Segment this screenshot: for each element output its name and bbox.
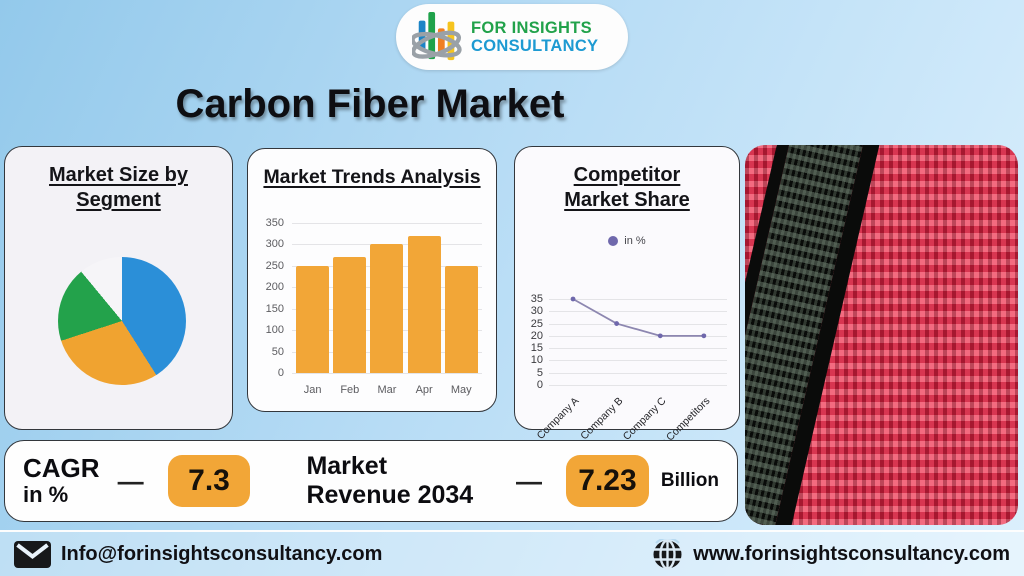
line-series: [570, 296, 707, 339]
carbon-fiber-image: [745, 145, 1018, 525]
gridline: [549, 360, 727, 362]
line-chart-x-axis: Company A Company B Company C Other Competi…: [535, 387, 727, 464]
ytick: 300: [265, 238, 284, 251]
footer-bar: Info@forinsightsconsultancy.com www.fori…: [0, 530, 1024, 576]
ytick: 100: [265, 324, 284, 337]
xlab: Mar: [377, 384, 397, 396]
bar: [407, 235, 441, 373]
ytick: 150: [265, 302, 284, 315]
xlab: May: [450, 384, 472, 396]
carbon-fiber-black-band: [745, 145, 884, 525]
page-title: Carbon Fiber Market: [175, 82, 565, 126]
logo: FOR INSIGHTS CONSULTANCY: [396, 4, 628, 70]
ytick: 250: [265, 259, 284, 272]
lytick: 10: [530, 354, 543, 367]
metrics-bar: CAGR in % — 7.3 Market Revenue 2034 — 7.…: [4, 440, 738, 522]
bar: [370, 244, 404, 373]
cagr-value-badge: 7.3: [167, 455, 251, 507]
cagr-label: CAGR in %: [23, 453, 100, 508]
bar: [296, 265, 330, 373]
gridline: [549, 385, 727, 386]
lytick: 35: [530, 293, 543, 305]
line-chart-y-axis: 35 30 25 20 15 10 5 0: [521, 293, 545, 391]
revenue-value-badge: 7.23: [566, 455, 649, 507]
bar-chart: 350 300 250 200 150 100 50 0 Jan Feb Mar Apr May: [258, 217, 484, 399]
ytick: 0: [277, 367, 284, 379]
legend-label: in %: [624, 235, 646, 247]
brand-line2: CONSULTANCY: [471, 37, 599, 55]
website-contact: www.forinsightsconsultancy.com: [652, 538, 1010, 570]
lxlab: Company B: [577, 395, 626, 443]
gridline: [549, 348, 727, 350]
line-chart: 35 30 25 20 15 10 5 0 Company A Company B Company…: [521, 293, 729, 464]
email-text[interactable]: Info@forinsightsconsultancy.com: [61, 542, 383, 565]
email-contact: Info@forinsightsconsultancy.com: [14, 540, 383, 568]
gridline: [549, 372, 727, 374]
gridline: [549, 323, 727, 325]
gridline: [292, 223, 482, 224]
dash-separator: —: [117, 465, 144, 496]
envelope-icon: [14, 540, 51, 568]
xlab: Apr: [415, 384, 433, 396]
revenue-unit: Billion: [660, 470, 719, 491]
lytick: 20: [530, 329, 543, 342]
lxlab: Company A: [534, 395, 582, 442]
bars: [292, 223, 482, 373]
globe-icon: [653, 538, 682, 570]
ytick: 200: [265, 281, 284, 294]
competitor-share-card: Competitor Market Share in % 35 30 25 20 15 1…: [514, 146, 740, 464]
website-text[interactable]: www.forinsightsconsultancy.com: [693, 542, 1010, 565]
brand-line1: FOR INSIGHTS: [471, 18, 592, 37]
line-chart-plot: [549, 296, 727, 386]
bar: [333, 257, 367, 373]
market-trends-card: Market Trends Analysis 350 300 250 200 150 10…: [247, 148, 497, 412]
bar: [444, 265, 478, 373]
xlab: Jan: [303, 384, 322, 396]
gridline: [549, 335, 727, 337]
gridline: [292, 373, 482, 374]
bar-chart-x-axis: Jan Feb Mar Apr May: [292, 377, 482, 399]
ytick: 350: [265, 217, 284, 229]
gridline: [549, 299, 727, 300]
lytick: 25: [530, 317, 543, 330]
revenue-label: Market Revenue 2034: [306, 452, 474, 509]
bar-chart-y-axis: 350 300 250 200 150 100 50 0: [258, 217, 286, 379]
bar-chart-title: Market Trends Analysis: [263, 166, 481, 188]
gridline: [549, 311, 727, 313]
lytick: 15: [530, 342, 543, 355]
brand-name: FOR INSIGHTS CONSULTANCY: [471, 19, 598, 56]
ytick: 50: [271, 345, 284, 358]
market-size-card: Market Size by Segment: [4, 146, 233, 430]
pie-chart-title: Market Size by Segment: [49, 164, 188, 211]
lytick: 5: [536, 366, 543, 379]
logo-bars-icon: [412, 12, 462, 61]
xlab: Feb: [340, 384, 360, 396]
lytick: 0: [536, 379, 543, 391]
bar-chart-plot: [292, 223, 482, 374]
line-chart-title: Competitor Market Share: [564, 164, 690, 211]
lytick: 30: [530, 305, 543, 318]
legend-dot-icon: [608, 236, 619, 246]
line-chart-legend: in %: [515, 235, 739, 247]
dash-separator: —: [516, 465, 543, 496]
market-size-pie-chart: [58, 257, 186, 385]
